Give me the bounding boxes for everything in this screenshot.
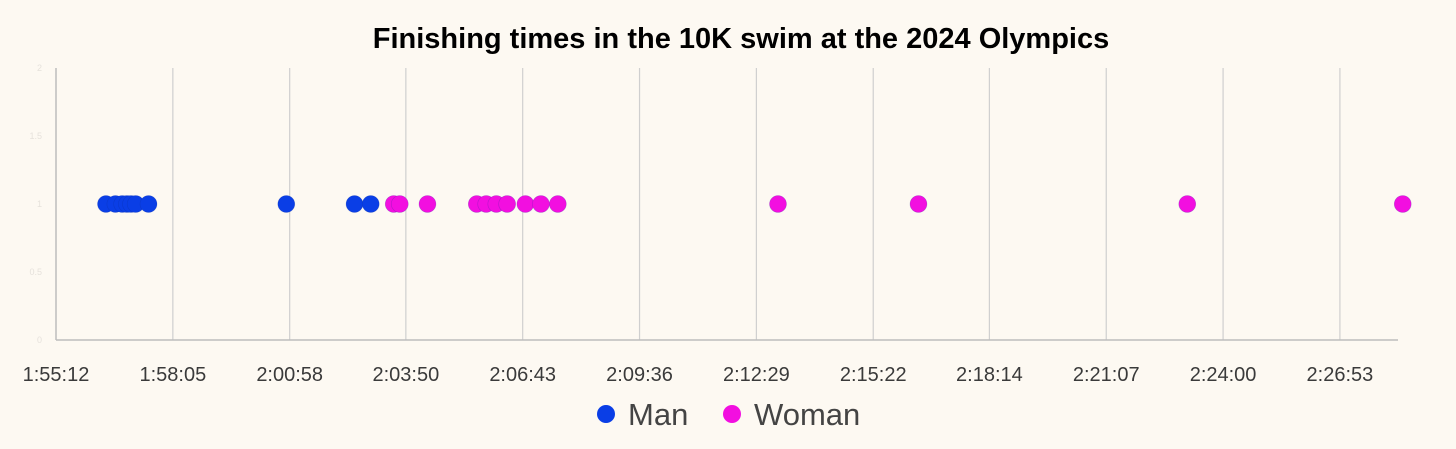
data-point — [390, 195, 409, 213]
legend: Man Woman — [597, 397, 860, 432]
y-tick-label: 1.5 — [29, 131, 42, 141]
axes — [55, 68, 1398, 341]
x-tick-label: 1:58:05 — [139, 364, 206, 386]
legend-label-woman: Woman — [754, 397, 860, 432]
data-point — [1178, 195, 1197, 213]
y-tick-label: 2 — [37, 63, 42, 73]
x-tick-label: 2:00:58 — [256, 364, 323, 386]
x-tick-label: 2:09:36 — [606, 364, 673, 386]
data-point — [769, 195, 787, 213]
x-tick-label: 2:24:00 — [1190, 364, 1257, 386]
data-point — [277, 195, 296, 213]
data-points — [97, 195, 1412, 213]
data-point — [1393, 195, 1412, 213]
series-woman — [384, 195, 1412, 213]
y-tick-label: 1 — [37, 199, 42, 209]
data-point — [909, 195, 928, 213]
data-point — [532, 195, 550, 213]
data-point — [345, 195, 364, 213]
data-point — [361, 195, 380, 213]
gridlines — [172, 68, 1341, 340]
data-point — [498, 195, 516, 213]
x-tick-label: 2:21:07 — [1073, 364, 1140, 386]
y-tick-label: 0 — [37, 335, 42, 345]
x-tick-labels: 1:55:12 1:58:05 2:00:58 2:03:50 2:06:43 2:09:… — [23, 364, 1374, 386]
chart-title: Finishing times in the 10K swim at the 2… — [373, 23, 1110, 55]
x-tick-label: 2:18:14 — [956, 364, 1023, 386]
series-man — [97, 195, 380, 213]
x-tick-label: 1:55:12 — [23, 364, 90, 386]
y-tick-labels: 0 0.5 1 1.5 2 — [29, 63, 42, 345]
y-tick-label: 0.5 — [29, 267, 42, 277]
x-tick-label: 2:03:50 — [372, 364, 439, 386]
legend-marker-woman — [723, 405, 741, 423]
x-tick-label: 2:15:22 — [840, 364, 907, 386]
data-point — [549, 195, 567, 213]
legend-label-man: Man — [628, 397, 688, 432]
legend-marker-man — [597, 405, 615, 423]
x-tick-label: 2:26:53 — [1307, 364, 1374, 386]
data-point — [516, 195, 535, 213]
x-tick-label: 2:12:29 — [723, 364, 790, 386]
data-point — [139, 195, 158, 213]
data-point — [418, 195, 437, 213]
x-tick-label: 2:06:43 — [489, 364, 556, 386]
